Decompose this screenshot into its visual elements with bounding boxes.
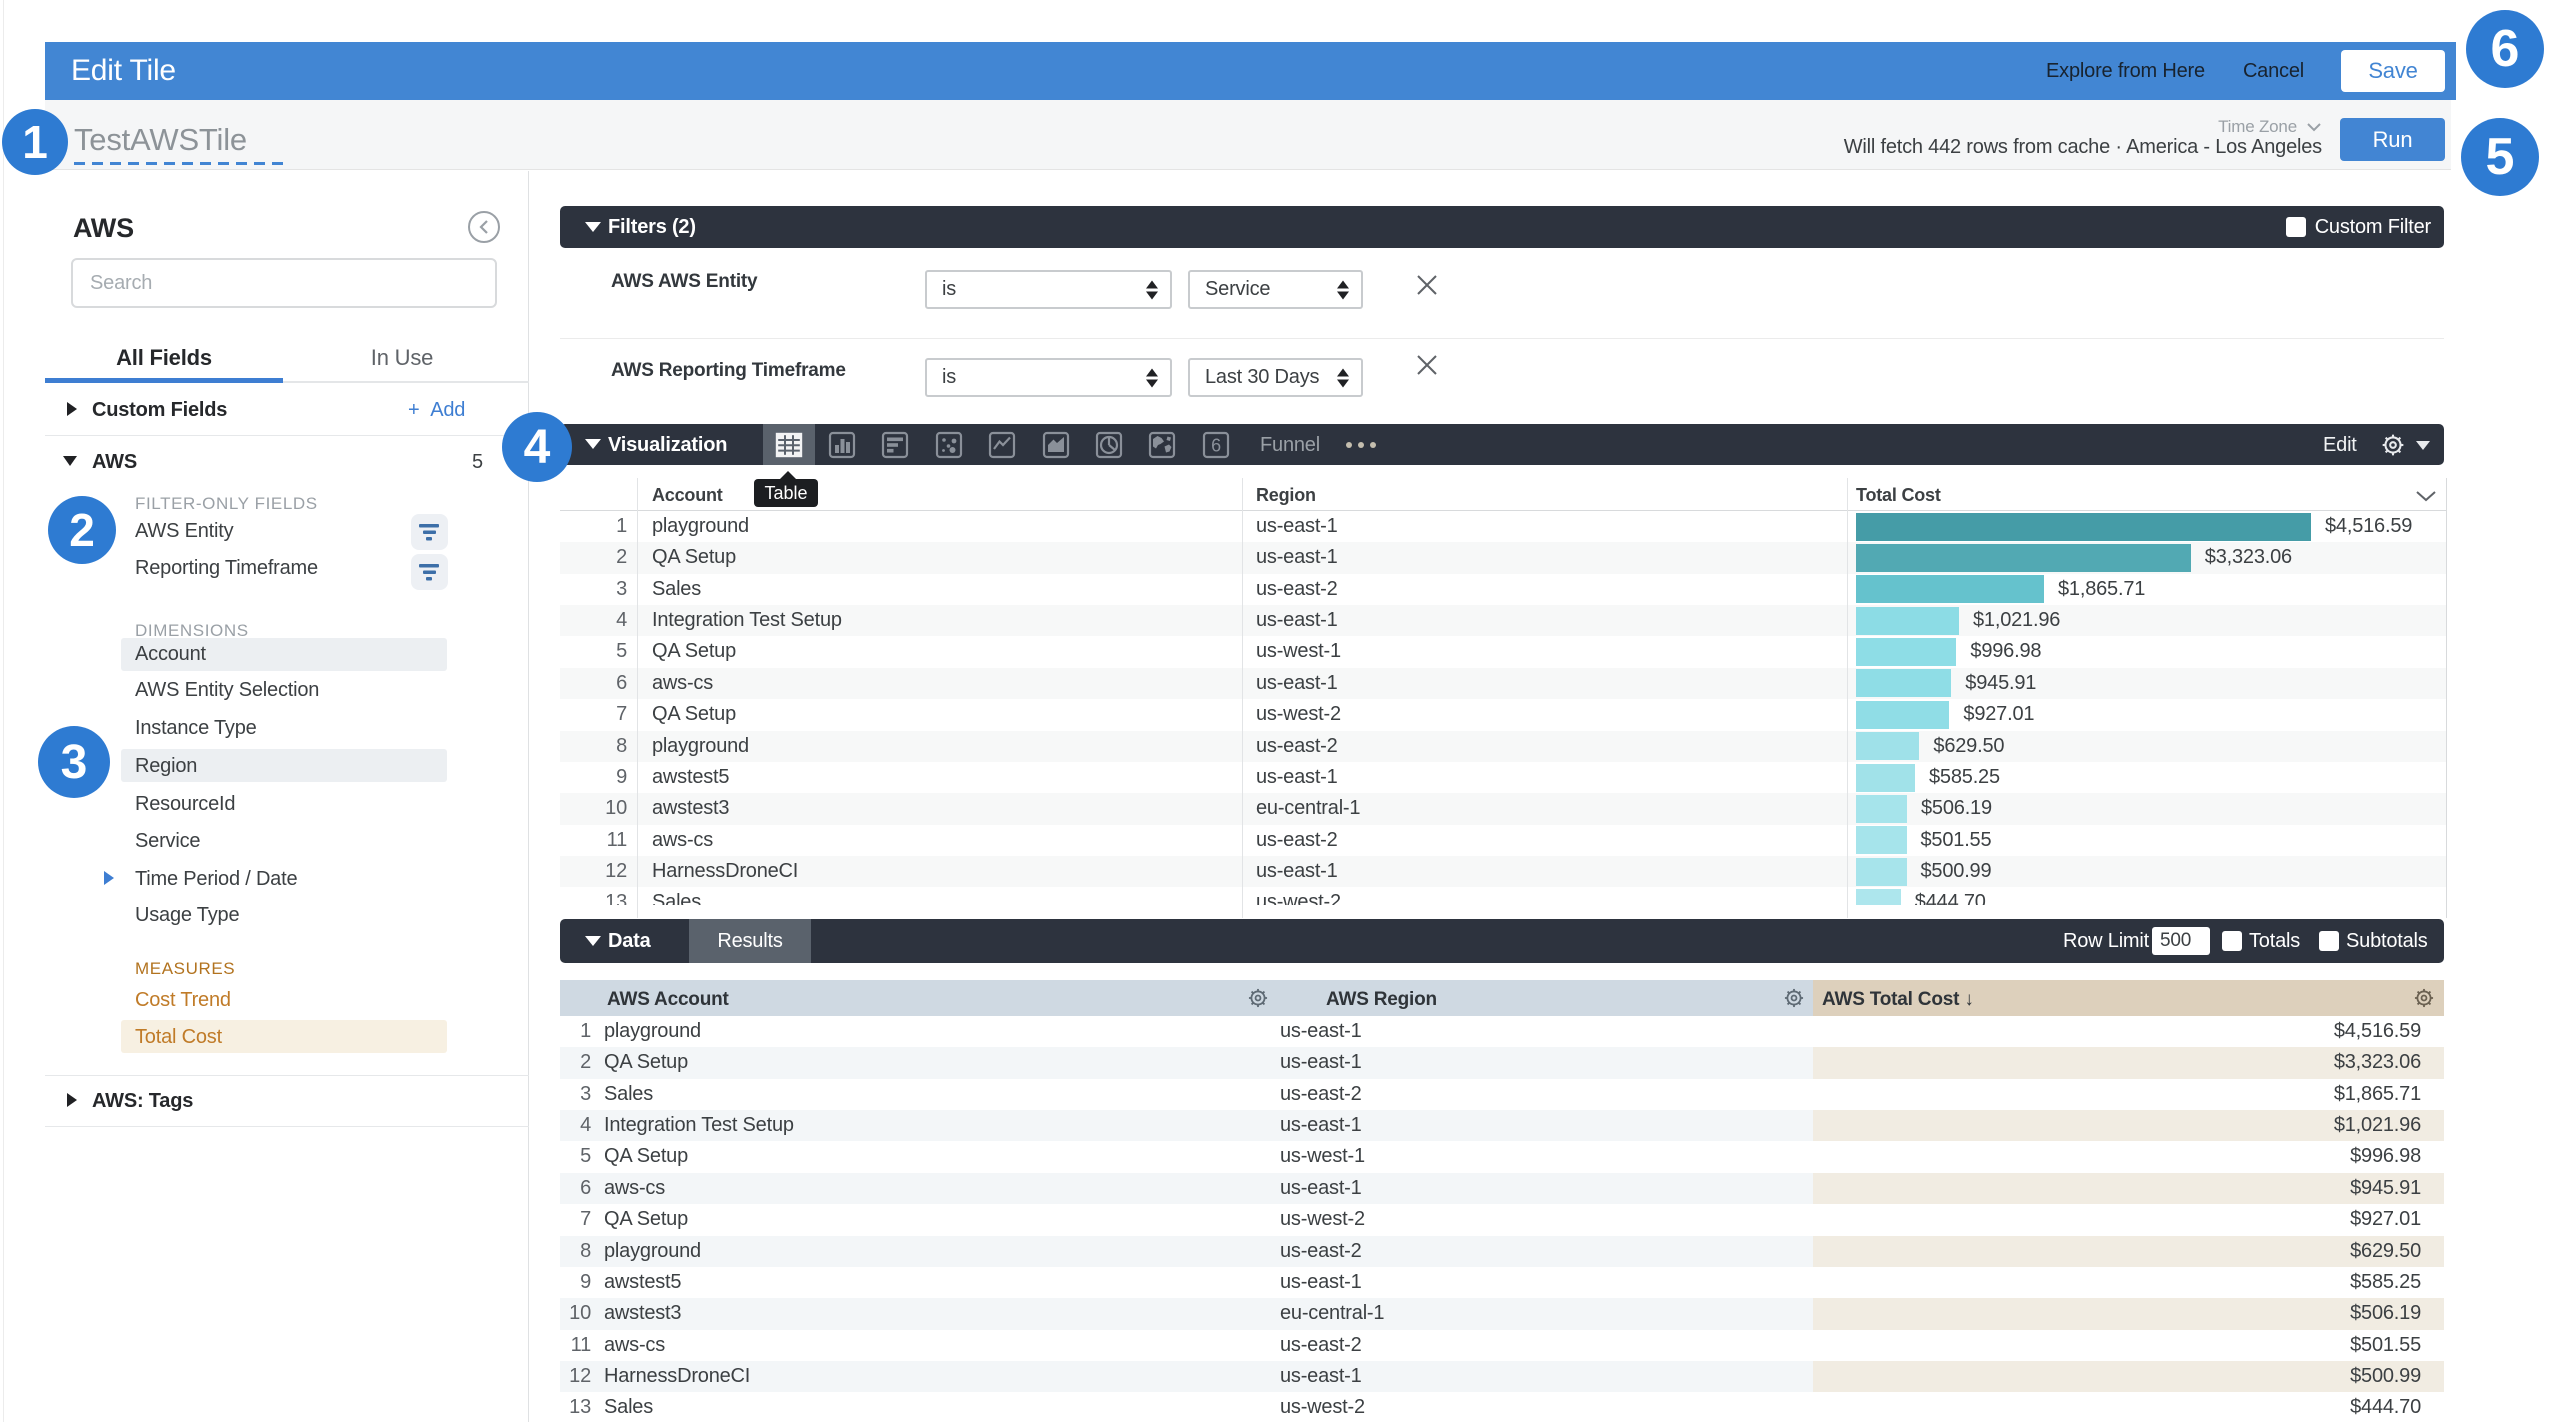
svg-text:6: 6 — [1211, 436, 1221, 456]
